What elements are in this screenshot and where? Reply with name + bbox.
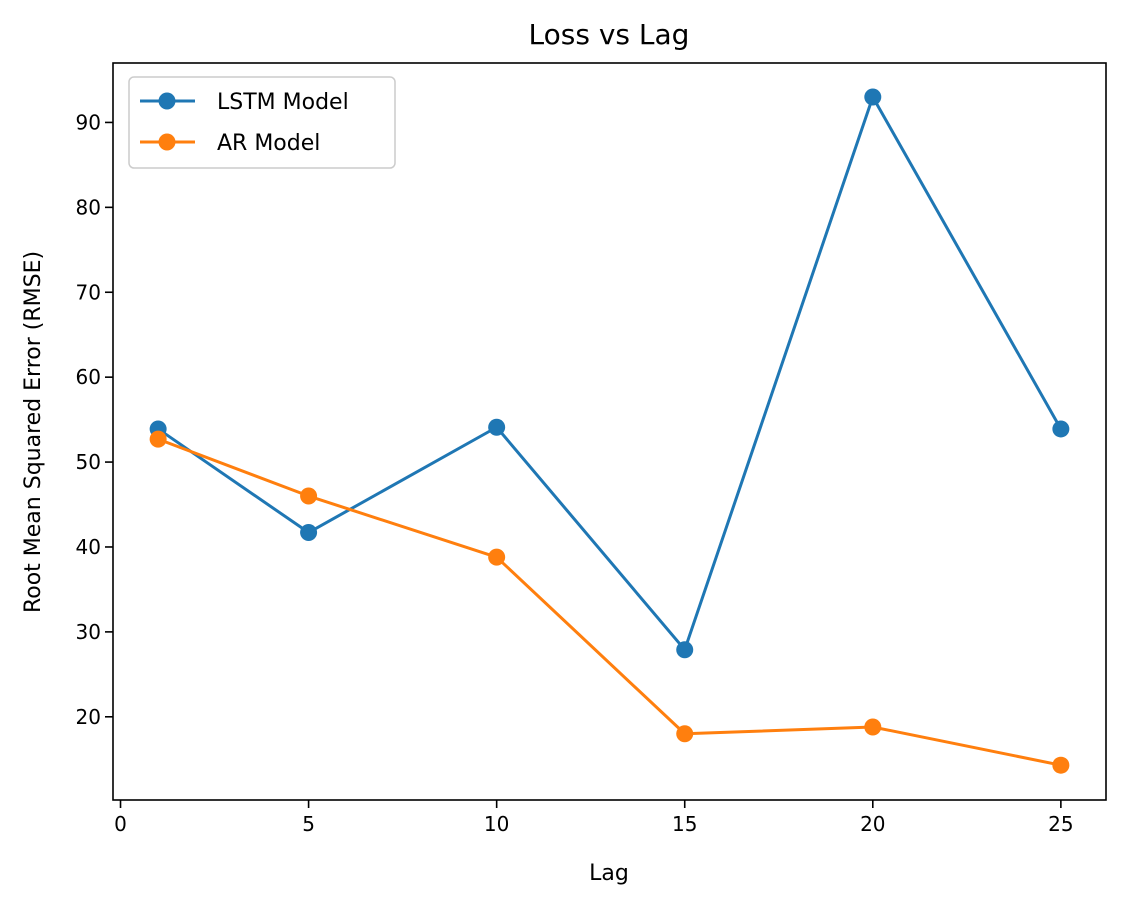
plot-frame <box>112 62 1107 801</box>
x-tick-label: 25 <box>1048 812 1073 836</box>
x-tick-label: 15 <box>672 812 697 836</box>
x-tick-label: 20 <box>860 812 885 836</box>
legend: LSTM Model AR Model <box>128 76 396 169</box>
y-axis-label: Root Mean Squared Error (RMSE) <box>21 251 46 613</box>
data-point-ar-model <box>300 487 318 505</box>
chart-title: Loss vs Lag <box>529 18 690 51</box>
series-lstm-model <box>149 88 1070 659</box>
data-point-lstm-model <box>864 88 882 106</box>
series-ar-model <box>149 430 1070 774</box>
y-tick-label: 40 <box>76 535 101 559</box>
legend-box <box>128 76 396 169</box>
data-point-lstm-model <box>1052 420 1070 438</box>
x-tick-label: 10 <box>484 812 509 836</box>
data-point-ar-model <box>488 548 506 566</box>
plot-series <box>149 88 1070 774</box>
data-point-lstm-model <box>300 524 318 542</box>
y-tick-label: 80 <box>76 195 101 219</box>
legend-label-ar-model: AR Model <box>217 131 320 156</box>
series-line-ar-model <box>157 437 1062 767</box>
x-tick-label: 0 <box>114 812 127 836</box>
y-tick-label: 30 <box>76 620 101 644</box>
data-point-ar-model <box>864 718 882 736</box>
series-line-lstm-model <box>157 95 1063 652</box>
y-tick-label: 70 <box>76 280 101 304</box>
data-point-ar-model <box>149 430 167 448</box>
y-tick-label: 60 <box>76 365 101 389</box>
y-tick-label: 20 <box>76 705 101 729</box>
legend-marker-ar-model <box>158 133 176 151</box>
data-point-ar-model <box>676 725 694 743</box>
legend-label-lstm-model: LSTM Model <box>217 90 349 115</box>
axis-ticks: 0 5 10 15 20 25 20 30 40 50 60 70 80 90 <box>76 110 1074 836</box>
y-tick-label: 90 <box>76 110 101 134</box>
x-axis-label: Lag <box>589 861 629 886</box>
y-tick-label: 50 <box>76 450 101 474</box>
data-point-lstm-model <box>488 418 506 436</box>
legend-marker-lstm-model <box>158 92 176 110</box>
data-point-lstm-model <box>676 641 694 659</box>
data-point-ar-model <box>1052 756 1070 774</box>
x-tick-label: 5 <box>302 812 315 836</box>
